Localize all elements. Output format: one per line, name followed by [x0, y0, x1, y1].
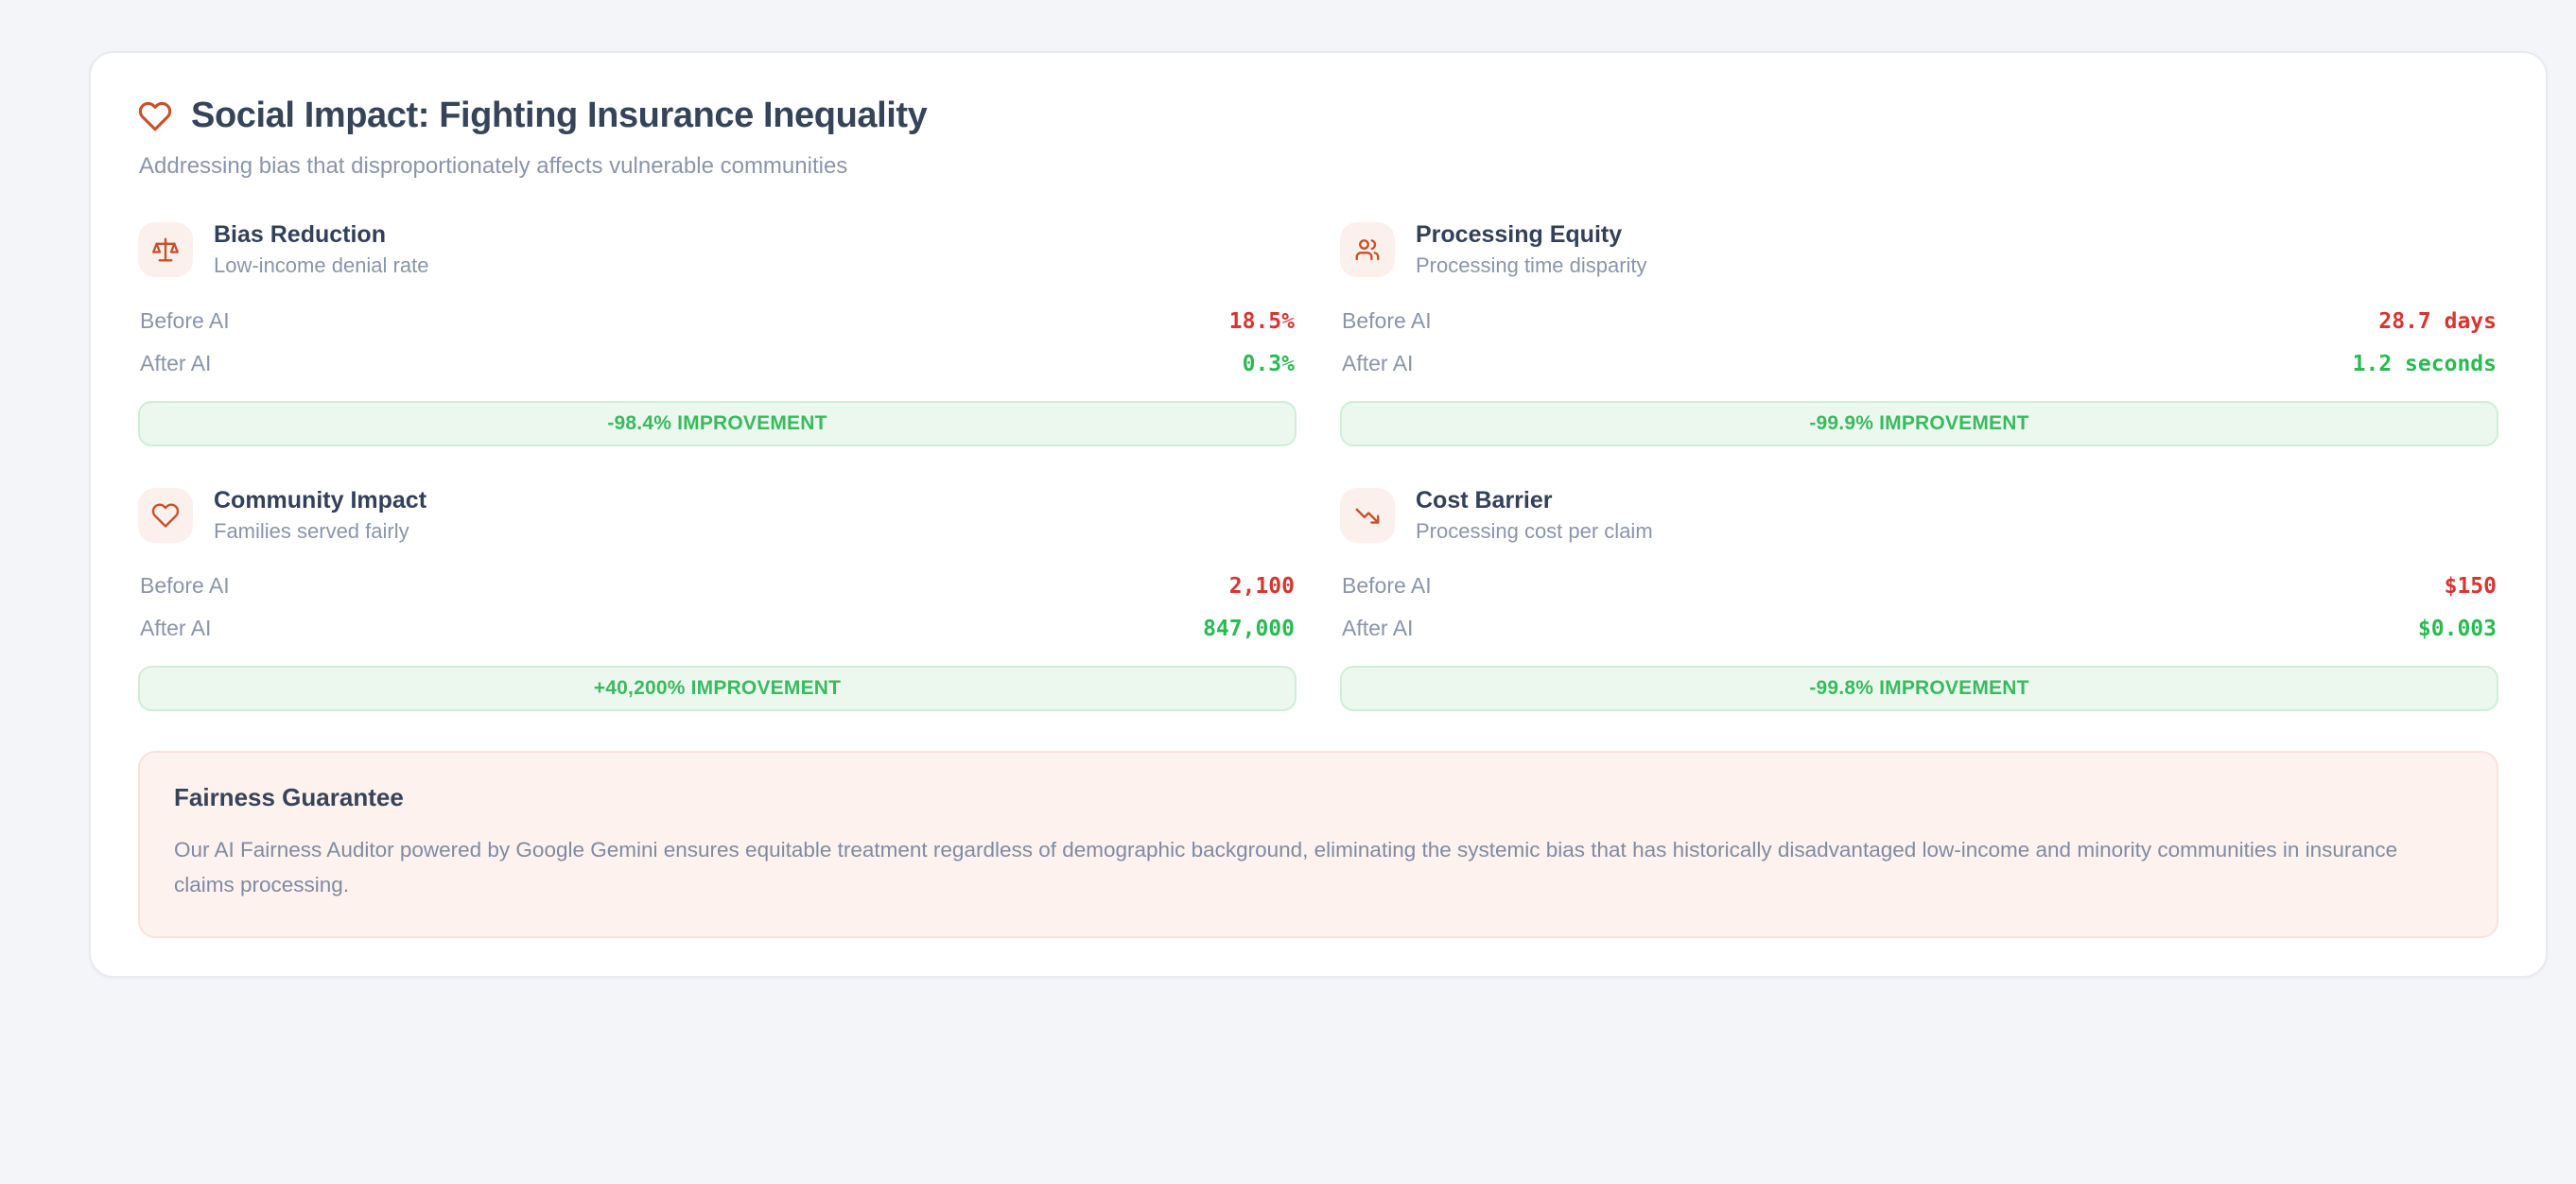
metric-row-after: After AI 1.2 seconds — [1340, 343, 2498, 386]
improvement-badge: +40,200% IMPROVEMENT — [138, 666, 1297, 712]
metric-name: Processing Equity — [1416, 220, 1623, 248]
metric-titles: Processing Equity Processing time dispar… — [1416, 220, 1647, 278]
improvement-badge: -98.4% IMPROVEMENT — [138, 400, 1297, 446]
row-value-before: 2,100 — [1228, 574, 1295, 600]
metric-row-before: Before AI $150 — [1340, 566, 2498, 608]
metric-header: Processing Equity Processing time dispar… — [1340, 220, 2498, 278]
title-row: Social Impact: Fighting Insurance Inequa… — [138, 96, 2498, 136]
metric-grid: Bias Reduction Low-income denial rate Be… — [138, 218, 2498, 712]
improvement-badge: -99.9% IMPROVEMENT — [1340, 400, 2498, 446]
row-value-after: 847,000 — [1203, 617, 1295, 642]
metric-row-after: After AI $0.003 — [1340, 608, 2498, 651]
improvement-badge: -99.8% IMPROVEMENT — [1340, 666, 2498, 712]
metric-values: Before AI 2,100 After AI 847,000 — [138, 566, 1297, 651]
fairness-guarantee-panel: Fairness Guarantee Our AI Fairness Audit… — [138, 751, 2498, 939]
metric-icon-tile — [1340, 488, 1395, 544]
metric-values: Before AI 28.7 days After AI 1.2 seconds — [1340, 301, 2498, 386]
row-value-after: $0.003 — [2417, 617, 2497, 642]
row-label-before: Before AI — [1342, 307, 1432, 333]
metric-values: Before AI 18.5% After AI 0.3% — [138, 301, 1297, 386]
row-value-after: 0.3% — [1242, 351, 1295, 376]
row-label-before: Before AI — [140, 573, 230, 599]
metric-row-after: After AI 0.3% — [138, 343, 1297, 386]
metric-icon-tile — [138, 222, 193, 278]
metric-titles: Community Impact Families served fairly — [214, 486, 427, 544]
metric-titles: Cost Barrier Processing cost per claim — [1416, 486, 1653, 544]
metric-name: Bias Reduction — [214, 220, 386, 248]
metric-card-processing-equity: Processing Equity Processing time dispar… — [1340, 218, 2498, 446]
metric-description: Processing time disparity — [1416, 253, 1647, 278]
trending-down-icon — [1355, 508, 1380, 524]
page-title: Social Impact: Fighting Insurance Inequa… — [191, 96, 928, 135]
page-subtitle: Addressing bias that disproportionately … — [139, 152, 848, 179]
metric-card-community-impact: Community Impact Families served fairly … — [138, 484, 1297, 712]
row-label-before: Before AI — [1342, 573, 1432, 599]
metric-values: Before AI $150 After AI $0.003 — [1340, 566, 2498, 651]
row-label-after: After AI — [1342, 350, 1414, 375]
metric-header: Community Impact Families served fairly — [138, 486, 1297, 544]
fairness-guarantee-body: Our AI Fairness Auditor powered by Googl… — [174, 838, 2398, 897]
metric-row-after: After AI 847,000 — [138, 608, 1297, 651]
metric-card-cost-barrier: Cost Barrier Processing cost per claim B… — [1340, 484, 2498, 712]
row-label-after: After AI — [140, 350, 212, 375]
metric-description: Families served fairly — [214, 519, 409, 544]
metric-name: Cost Barrier — [1416, 486, 1553, 514]
metric-name: Community Impact — [214, 486, 427, 514]
row-label-after: After AI — [1342, 616, 1414, 641]
metric-row-before: Before AI 2,100 — [138, 566, 1297, 608]
heart-icon — [151, 503, 180, 528]
row-label-after: After AI — [140, 616, 212, 641]
metric-description: Processing cost per claim — [1416, 519, 1653, 544]
metric-row-before: Before AI 28.7 days — [1340, 301, 2498, 343]
row-value-before: $150 — [2444, 574, 2497, 600]
row-value-after: 1.2 seconds — [2352, 351, 2497, 376]
fairness-guarantee-title: Fairness Guarantee — [174, 783, 404, 812]
metric-header: Bias Reduction Low-income denial rate — [138, 220, 1297, 278]
metric-description: Low-income denial rate — [214, 253, 429, 278]
scales-balance-icon — [152, 237, 179, 262]
row-value-before: 18.5% — [1228, 308, 1295, 334]
row-label-before: Before AI — [140, 307, 230, 333]
metric-card-bias-reduction: Bias Reduction Low-income denial rate Be… — [138, 218, 1297, 446]
users-icon — [1355, 239, 1380, 261]
metric-titles: Bias Reduction Low-income denial rate — [214, 220, 429, 278]
panel-header: Social Impact: Fighting Insurance Inequa… — [138, 96, 2498, 181]
social-impact-panel: Social Impact: Fighting Insurance Inequa… — [89, 51, 2548, 979]
metric-row-before: Before AI 18.5% — [138, 301, 1297, 343]
metric-header: Cost Barrier Processing cost per claim — [1340, 486, 2498, 544]
metric-icon-tile — [138, 488, 193, 544]
row-value-before: 28.7 days — [2378, 308, 2497, 334]
heart-icon — [138, 101, 172, 131]
metric-icon-tile — [1340, 222, 1395, 278]
